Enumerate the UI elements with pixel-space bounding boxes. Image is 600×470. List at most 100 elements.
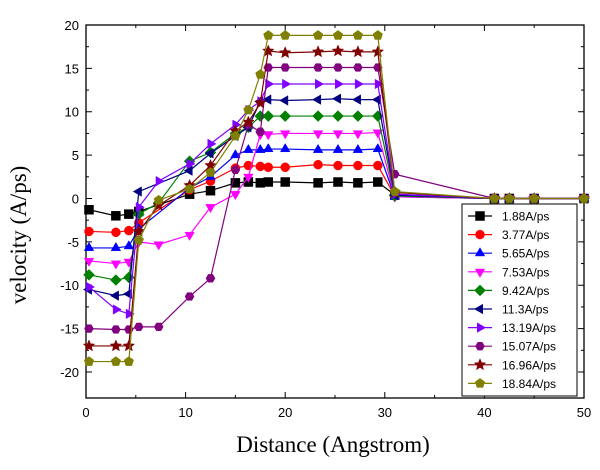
legend-label: 1.88A/ps [502,210,549,224]
data-point [255,161,266,172]
data-point [578,193,590,203]
data-point [263,143,274,153]
data-point [255,127,266,136]
data-point [282,78,292,90]
data-point [389,170,400,179]
data-point [315,78,325,90]
legend-marker [473,303,483,315]
data-point [110,274,122,286]
axis-ticks: 0 10 20 30 40 50 -20 -15 -10 -5 0 5 10 15 20 [60,18,591,420]
data-point [351,45,365,58]
data-point [280,162,290,173]
legend-marker [474,284,486,297]
data-point [333,63,343,72]
legend-item: 9.42A/ps [468,284,549,298]
data-point [352,110,364,122]
legend-marker [475,229,485,240]
data-point [263,131,274,141]
data-point [313,159,323,170]
data-point [109,339,123,352]
series-18.84A/ps [83,30,590,366]
data-point [112,304,122,315]
data-point [373,160,383,171]
legend-item: 1.88A/ps [468,210,549,224]
legend-label: 7.53A/ps [502,265,549,279]
legend-label: 11.3A/ps [502,303,548,317]
data-point [253,96,267,109]
data-point [255,178,266,188]
x-tick-label: 10 [178,405,192,420]
y-tick-label: 5 [72,148,79,163]
data-point [123,356,134,366]
data-point [205,167,216,177]
data-point [332,130,344,140]
data-point [354,78,364,90]
legend-item: 7.53A/ps [468,265,549,279]
x-tick-label: 0 [82,405,89,420]
legend-item: 16.96A/ps [468,358,556,372]
data-point [83,268,95,281]
legend-item: 11.3A/ps [468,303,548,317]
data-point [153,241,164,251]
legend-item: 5.65A/ps [468,247,549,261]
data-point [85,281,95,293]
data-point [183,165,193,176]
data-point [111,211,121,221]
data-point [243,173,254,183]
data-point [280,63,290,72]
data-point [186,158,196,169]
data-point [334,78,344,90]
data-point [331,93,341,104]
data-point [153,194,164,205]
data-point [153,322,164,332]
data-point [352,130,364,140]
data-point [134,322,144,332]
data-point [372,129,384,139]
y-tick-label: 15 [65,61,79,76]
data-point [313,178,323,188]
y-tick-label: -20 [60,365,79,380]
data-point [230,191,241,201]
series-group [82,30,591,366]
data-point [312,110,324,122]
data-point [331,44,345,57]
data-point [242,115,255,128]
data-point [278,46,292,59]
y-tick-label: 0 [72,191,79,206]
data-point [84,205,94,215]
data-point [152,198,166,211]
data-point [207,138,217,150]
data-point [529,193,540,203]
data-point [110,241,122,251]
data-point [332,143,344,153]
data-point [230,178,241,188]
data-point [311,45,325,58]
data-point [122,288,132,300]
data-point [333,177,343,187]
data-point [155,175,165,187]
data-point [265,78,275,90]
data-point [351,94,361,105]
data-point [313,63,323,72]
legend-label: 18.84A/ps [502,377,556,391]
data-point [205,204,216,214]
data-point [82,339,96,352]
data-point [184,292,195,301]
legend-marker [474,247,486,257]
legend-marker [475,211,485,221]
data-point [313,30,324,40]
data-point [279,110,292,122]
legend-label: 16.96A/ps [502,358,556,372]
legend-label: 15.07A/ps [502,340,556,354]
data-point [372,30,383,40]
data-point [332,110,344,122]
legend-label: 9.42A/ps [502,284,549,298]
data-point [373,177,383,187]
legend: 1.88A/ps 3.77A/ps 5.65A/ps 7.53A/ps 9.42A/ps… [461,203,578,397]
data-point [83,241,95,251]
x-tick-label: 40 [477,405,491,420]
y-tick-label: -10 [60,278,79,293]
y-tick-label: 10 [65,105,79,120]
data-point [280,143,291,153]
